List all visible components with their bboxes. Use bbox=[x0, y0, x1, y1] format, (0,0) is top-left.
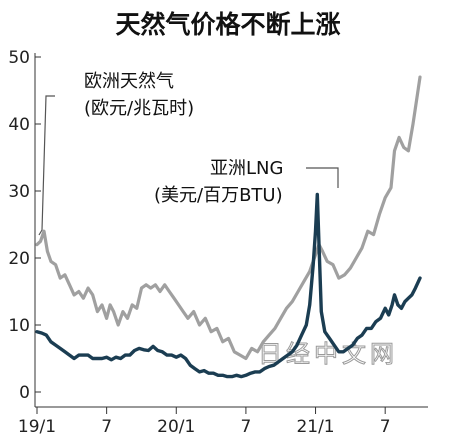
y-tick-label: 40 bbox=[8, 115, 30, 135]
y-tick-label: 20 bbox=[8, 249, 30, 269]
y-tick-label: 30 bbox=[8, 182, 30, 202]
europe-series-unit: (欧元/兆瓦时) bbox=[84, 98, 194, 119]
watermark-text: 日经中文网 bbox=[258, 340, 398, 368]
series-line-asia-lng bbox=[35, 192, 422, 379]
x-tick-label: 20/1 bbox=[157, 417, 195, 437]
x-tick-label: 19/1 bbox=[18, 417, 56, 437]
y-axis-ticks: 0 10 20 30 40 50 bbox=[8, 48, 41, 403]
x-tick-label: 7 bbox=[101, 417, 112, 437]
europe-annotation-leader bbox=[38, 95, 55, 236]
y-tick-label: 10 bbox=[8, 316, 30, 336]
y-tick-label: 50 bbox=[8, 48, 30, 68]
asia-series-unit: (美元/百万BTU) bbox=[154, 185, 283, 206]
asia-annotation-leader bbox=[306, 167, 339, 188]
series-line-europe-gas bbox=[35, 75, 422, 361]
y-tick-label: 0 bbox=[19, 383, 30, 403]
asia-series-name: 亚洲LNG bbox=[210, 158, 283, 179]
x-tick-label: 21/1 bbox=[296, 417, 334, 437]
europe-series-name: 欧洲天然气 bbox=[84, 71, 174, 92]
x-tick-label: 7 bbox=[380, 417, 391, 437]
x-axis-ticks: 19/1 7 20/1 7 21/1 7 bbox=[18, 407, 391, 437]
x-tick-label: 7 bbox=[240, 417, 251, 437]
chart-title: 天然气价格不断上涨 bbox=[115, 10, 340, 39]
